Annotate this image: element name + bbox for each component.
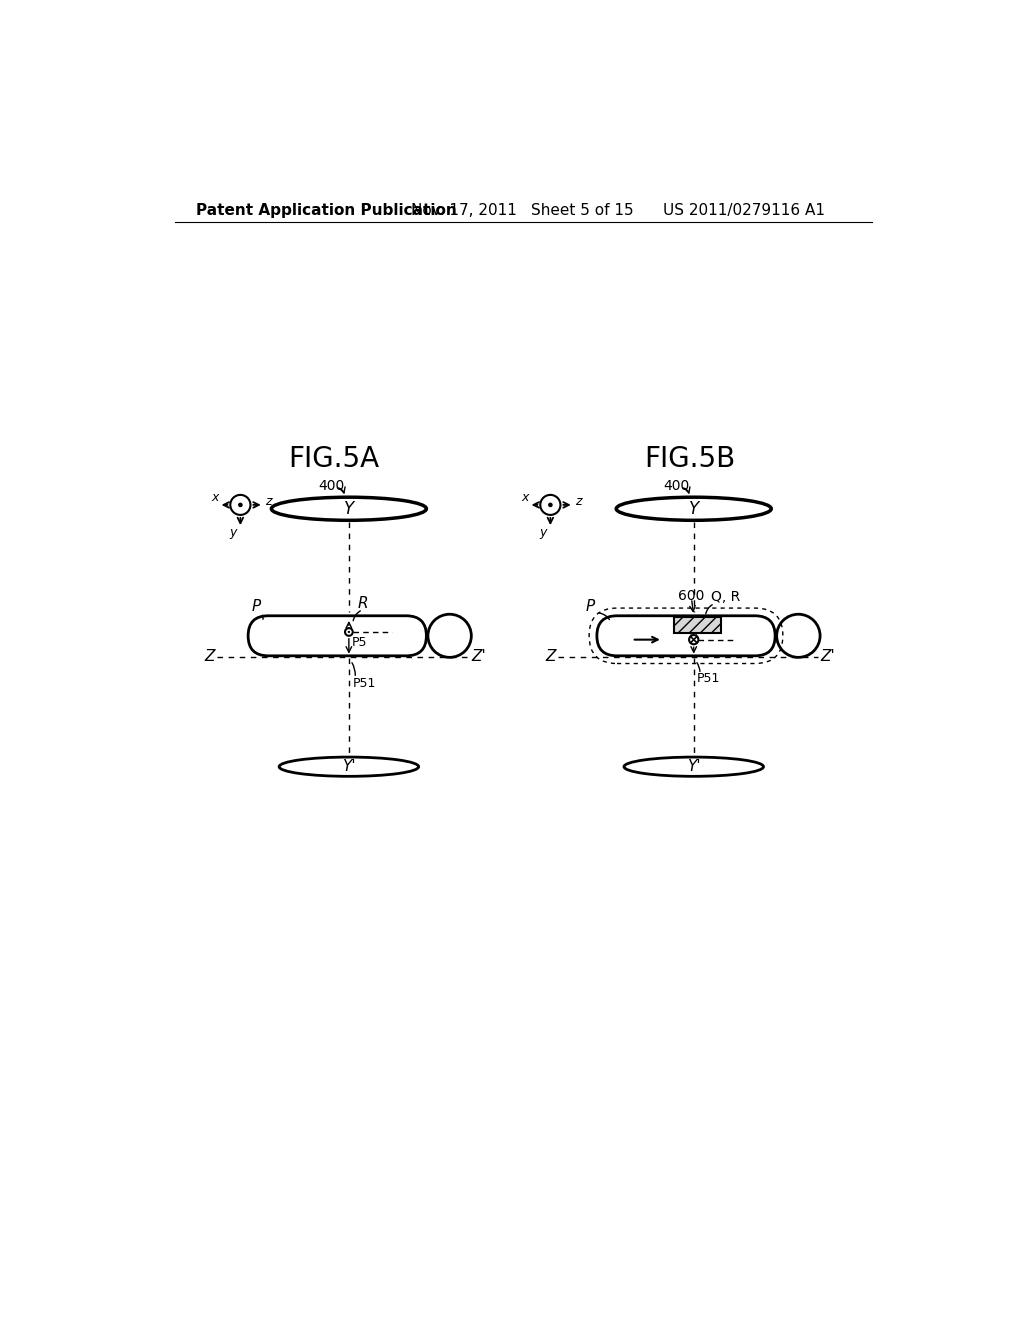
Text: 600: 600 <box>678 589 705 603</box>
Text: x: x <box>521 491 528 504</box>
Text: Z: Z <box>546 649 556 664</box>
Text: z: z <box>575 495 582 508</box>
Text: P: P <box>586 599 595 614</box>
Text: Y': Y' <box>342 759 355 775</box>
Text: FIG.5A: FIG.5A <box>288 445 379 473</box>
Text: 400: 400 <box>318 479 345 492</box>
Circle shape <box>548 503 553 507</box>
Text: P5: P5 <box>352 636 368 649</box>
Text: FIG.5B: FIG.5B <box>644 445 735 473</box>
Text: Y: Y <box>689 500 698 517</box>
Circle shape <box>348 631 350 634</box>
Text: P51: P51 <box>352 677 376 690</box>
Text: Nov. 17, 2011: Nov. 17, 2011 <box>411 203 517 218</box>
Text: P51: P51 <box>697 672 720 685</box>
Text: y: y <box>540 527 547 539</box>
Text: P: P <box>251 599 260 614</box>
Bar <box>675 616 721 634</box>
Text: 400: 400 <box>664 479 690 492</box>
Circle shape <box>238 503 243 507</box>
Text: Z': Z' <box>471 649 486 664</box>
Text: P61: P61 <box>678 614 701 627</box>
Text: x: x <box>211 491 218 504</box>
Text: Patent Application Publication: Patent Application Publication <box>197 203 457 218</box>
Text: Z': Z' <box>820 649 835 664</box>
Text: z: z <box>265 495 271 508</box>
Text: US 2011/0279116 A1: US 2011/0279116 A1 <box>663 203 824 218</box>
Text: Z: Z <box>205 649 215 664</box>
Text: y: y <box>229 527 238 539</box>
Text: Y: Y <box>344 500 354 517</box>
Text: Sheet 5 of 15: Sheet 5 of 15 <box>531 203 634 218</box>
Text: R: R <box>357 595 369 611</box>
Text: P5: P5 <box>675 624 690 638</box>
Text: Q, R: Q, R <box>711 590 740 605</box>
Text: Y': Y' <box>687 759 700 775</box>
